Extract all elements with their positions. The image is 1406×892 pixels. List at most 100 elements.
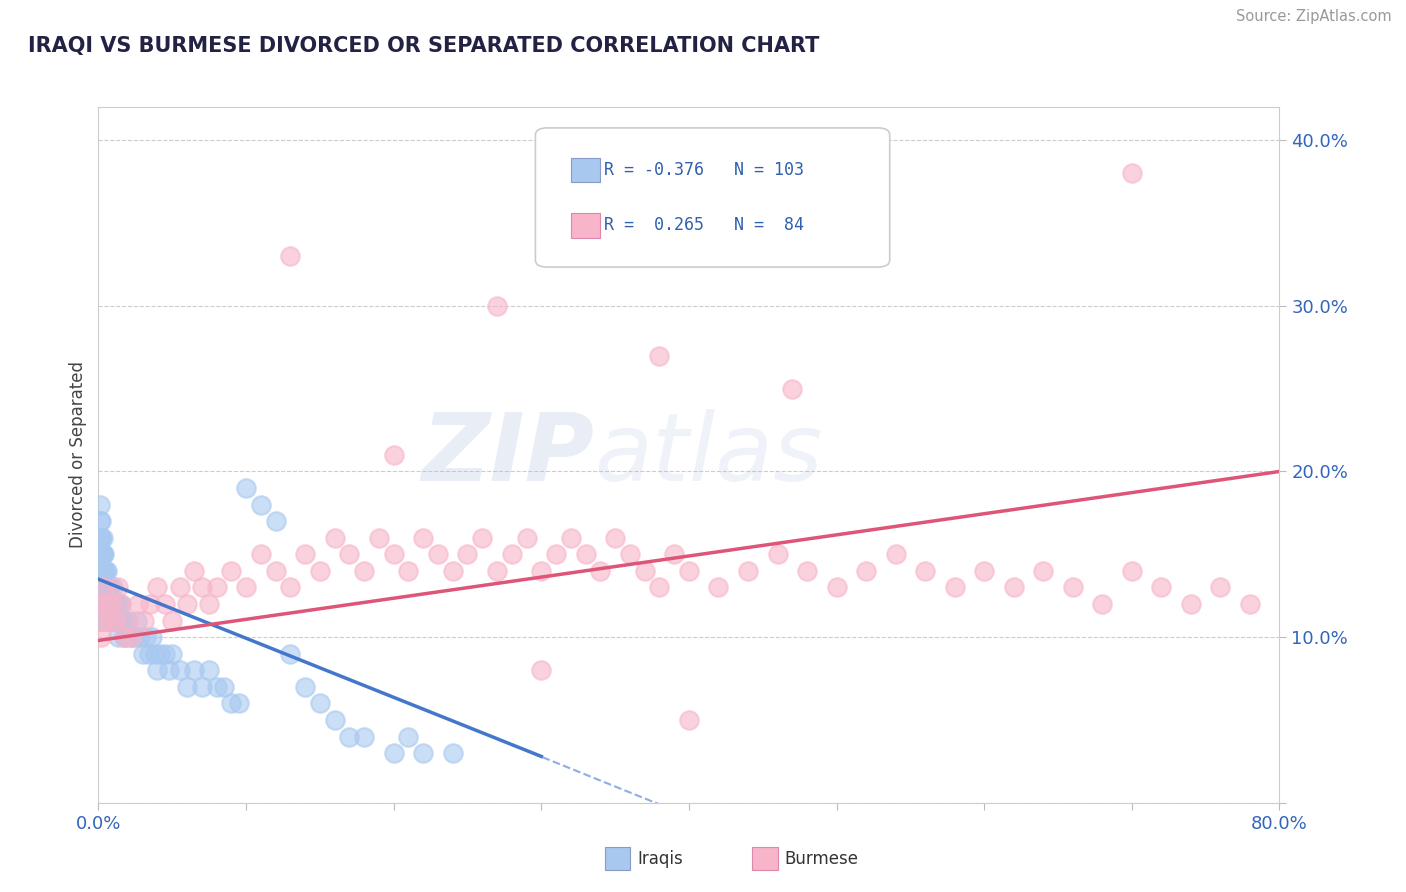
Point [619,547,641,561]
Point [664,547,686,561]
Point [1209,581,1232,595]
Point [280,581,302,595]
Point [339,730,361,744]
Point [90,581,112,595]
Point [110,614,132,628]
Point [91,547,114,561]
Point [108,597,131,611]
Point [90,614,112,628]
Point [1091,597,1114,611]
Text: R = -0.376   N = 103: R = -0.376 N = 103 [605,161,804,179]
Point [90,531,112,545]
Point [546,547,568,561]
Point [96,597,118,611]
Point [93,581,115,595]
Point [97,614,120,628]
Point [560,531,582,545]
Point [112,630,135,644]
Point [91,547,114,561]
Text: Iraqis: Iraqis [637,849,683,868]
Point [107,614,129,628]
Point [89,581,111,595]
Point [97,614,120,628]
Point [1002,581,1025,595]
Point [100,597,122,611]
Point [104,614,127,628]
Point [1180,597,1202,611]
Point [169,581,191,595]
Point [427,547,450,561]
Point [94,614,117,628]
Point [105,597,128,611]
Point [117,614,139,628]
Point [111,614,134,628]
Point [141,630,163,644]
Point [884,547,907,561]
Text: R =  0.265   N =  84: R = 0.265 N = 84 [605,217,804,235]
Point [648,349,671,363]
Point [89,498,111,512]
Point [104,597,127,611]
Point [146,663,169,677]
Point [104,614,127,628]
Point [90,514,112,528]
Point [89,597,111,611]
Point [97,597,120,611]
Point [105,614,128,628]
Point [90,564,112,578]
Point [153,597,176,611]
Point [191,680,214,694]
Point [648,581,671,595]
Point [169,663,191,677]
Point [280,647,302,661]
Point [235,481,257,495]
Text: ZIP: ZIP [422,409,595,501]
Point [191,581,214,595]
Point [89,581,111,595]
Point [176,597,198,611]
Point [264,514,287,528]
Point [323,713,346,727]
Point [91,614,114,628]
Point [198,597,221,611]
Point [973,564,995,578]
Point [146,581,169,595]
Point [96,564,118,578]
Point [441,746,464,760]
Point [162,614,183,628]
Point [457,547,479,561]
Text: atlas: atlas [595,409,823,500]
Point [110,597,132,611]
Point [153,647,176,661]
Point [90,564,112,578]
Point [120,630,142,644]
Point [398,564,420,578]
Point [93,547,115,561]
Point [737,564,759,578]
Point [97,581,120,595]
Point [353,564,375,578]
Point [117,614,139,628]
Point [294,680,316,694]
Point [486,299,509,313]
Point [575,547,598,561]
Point [127,597,149,611]
Point [605,531,627,545]
Point [98,581,121,595]
Point [183,564,205,578]
Point [90,630,112,644]
Point [96,581,118,595]
Point [212,680,235,694]
Point [110,597,132,611]
Point [382,547,405,561]
Point [1121,166,1143,180]
Point [530,564,553,578]
Point [205,680,228,694]
Point [139,597,162,611]
Point [89,514,111,528]
Point [501,547,523,561]
Point [707,581,730,595]
Point [1121,564,1143,578]
Point [294,547,316,561]
Point [825,581,848,595]
